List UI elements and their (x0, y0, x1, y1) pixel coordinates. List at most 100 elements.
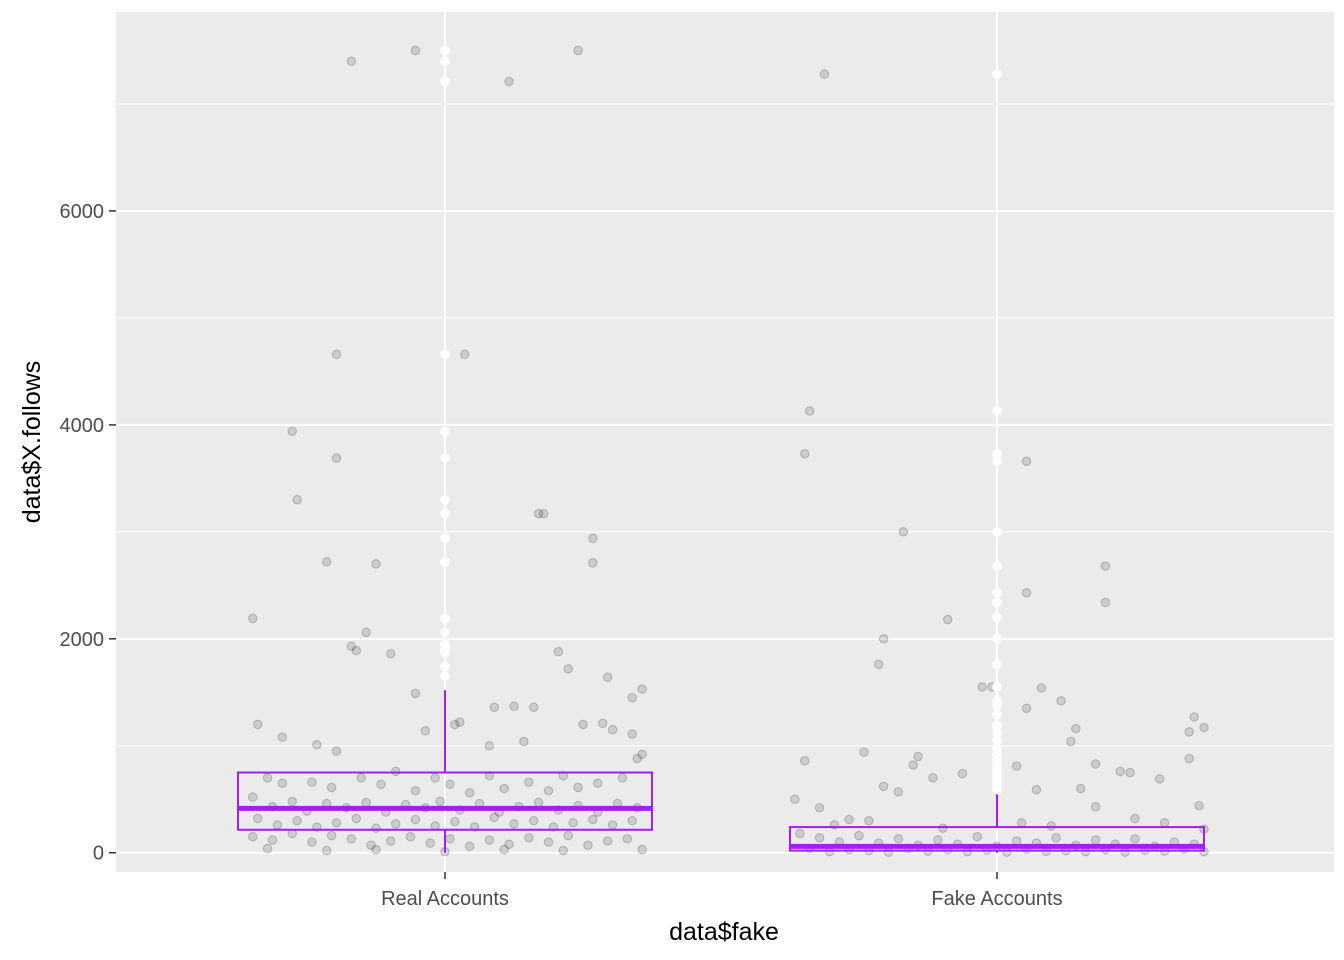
y-axis-title: data$X.follows (18, 361, 46, 524)
jitter-point (972, 832, 982, 842)
jitter-point (859, 747, 869, 757)
x-tick-label: Real Accounts (381, 888, 509, 910)
jitter-point (1021, 456, 1032, 466)
jitter-point (1184, 753, 1194, 764)
jitter-point (573, 45, 583, 56)
jitter-point (430, 773, 440, 783)
jitter-point (248, 832, 258, 842)
jitter-point (637, 844, 647, 855)
jitter-point (558, 845, 568, 856)
jitter-point (533, 797, 544, 808)
jitter-point (326, 830, 337, 841)
jitter-point (1046, 821, 1056, 831)
jitter-point (509, 819, 519, 829)
jitter-point (519, 736, 529, 747)
jitter-point (814, 833, 825, 843)
jitter-point (391, 819, 401, 829)
jitter-point (331, 349, 342, 359)
jitter-point (588, 533, 598, 543)
jitter-point (1120, 847, 1130, 857)
jitter-point (883, 847, 894, 857)
outlier-point (992, 634, 1002, 644)
outlier-point (992, 612, 1002, 623)
jitter-point (874, 659, 884, 670)
boxes (237, 45, 1205, 853)
jitter-point (262, 843, 273, 854)
outlier-point (440, 494, 450, 505)
jitter-point (499, 844, 509, 855)
jitter-point (277, 732, 288, 742)
jitter-point (583, 840, 593, 850)
jitter-point (435, 796, 445, 807)
jitter-point (854, 830, 864, 841)
jitter-point (1051, 833, 1061, 843)
jitter-point (637, 749, 647, 760)
jitter-point (1130, 813, 1140, 824)
outlier-point (440, 426, 450, 437)
outlier-point (440, 661, 450, 672)
jitter-point (371, 559, 381, 569)
jitter-point (1071, 723, 1081, 734)
jitter-point (425, 838, 435, 848)
jitter-point (1154, 774, 1165, 784)
jitter-point (938, 823, 948, 833)
jitter-point (622, 834, 633, 844)
y-tick-label: 4000 (60, 415, 105, 437)
jitter-point (376, 779, 386, 789)
outlier-point (440, 349, 450, 360)
jitter-point (346, 56, 357, 66)
jitter-point (287, 796, 297, 807)
outlier-point (440, 627, 450, 638)
jitter-point (410, 45, 421, 56)
jitter-point (292, 495, 302, 505)
jitter-point (800, 449, 810, 459)
jitter-point (1189, 712, 1199, 722)
jitter-point (1031, 784, 1042, 795)
jitter-point (391, 766, 401, 777)
jitter-point (607, 725, 618, 735)
jitter-point (1021, 703, 1032, 714)
jitter-point (1056, 696, 1066, 706)
jitter-point (386, 649, 396, 659)
jitter-point (563, 830, 573, 841)
jitter-point (307, 837, 317, 847)
jitter-point (346, 834, 357, 844)
jitter-point (529, 815, 539, 826)
jitter-point (543, 837, 554, 847)
jitter-point (1194, 800, 1204, 811)
outlier-point (440, 557, 450, 567)
jitter-point (331, 453, 342, 463)
jitter-point (445, 834, 455, 844)
jitter-point (893, 834, 904, 844)
jitter-point (322, 557, 332, 567)
jitter-point (420, 726, 430, 736)
jitter-point (1076, 783, 1086, 794)
jitter-point (460, 349, 470, 359)
jitter-point (307, 777, 317, 787)
jitter-point (578, 719, 588, 730)
jitter-point (356, 773, 366, 783)
jitter-point (864, 815, 874, 826)
jitter-point (1125, 767, 1135, 778)
jitter-point (795, 828, 805, 839)
jitter-point (361, 797, 371, 808)
outlier-point (440, 613, 450, 624)
outlier-point (992, 659, 1002, 670)
jitter-point (331, 818, 342, 828)
outlier-point (440, 671, 450, 682)
jitter-point (1100, 561, 1111, 571)
jitter-point (627, 692, 637, 703)
outlier-point (992, 69, 1002, 79)
jitter-point (504, 839, 514, 849)
jitter-point (627, 729, 637, 739)
jitter-point (933, 835, 943, 845)
jitter-point (908, 760, 918, 770)
jitter-point (598, 718, 608, 729)
jitter-point (593, 778, 603, 788)
jitter-point (312, 740, 322, 750)
jitter-point (893, 787, 904, 797)
jitter-point (533, 508, 544, 519)
jitter-point (366, 840, 376, 850)
outlier-point (992, 456, 1002, 467)
